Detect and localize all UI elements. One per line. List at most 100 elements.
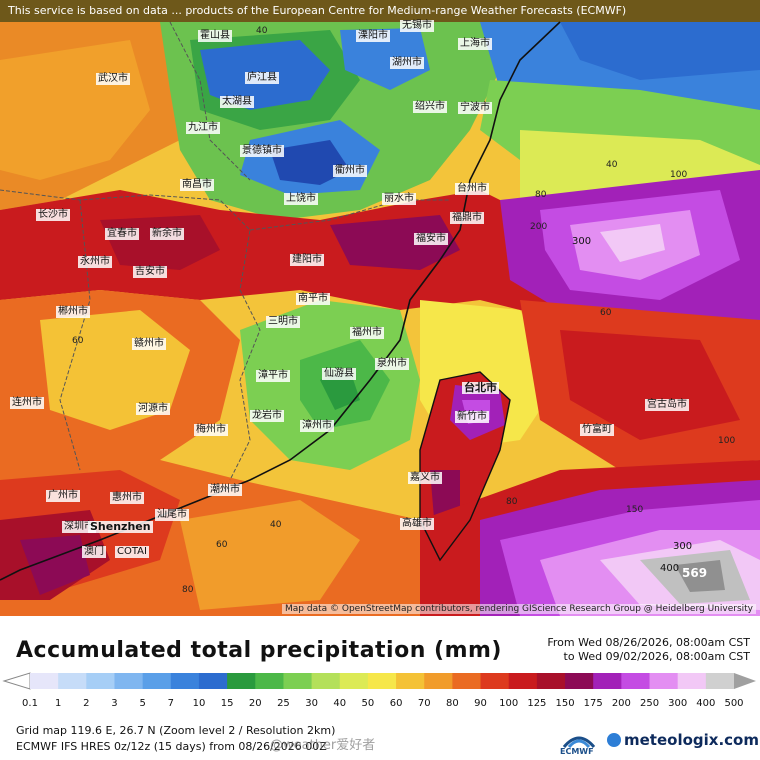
city-label: 漳平市 <box>256 370 290 382</box>
colorbar-segment <box>677 673 707 689</box>
colorbar-segment <box>30 673 59 689</box>
city-label: 泉州市 <box>375 358 409 370</box>
colorbar-tick-label: 200 <box>611 698 631 709</box>
city-label: 福鼎市 <box>450 212 484 224</box>
colorbar-tick-label: 30 <box>305 698 318 709</box>
contour-label: 100 <box>670 170 688 180</box>
colorbar-tick-label: 80 <box>446 698 459 709</box>
meteologix-logo[interactable]: meteologix.com <box>607 731 759 749</box>
colorbar-tick-label: 300 <box>668 698 688 709</box>
city-label: 无锡市 <box>400 20 434 32</box>
city-label: 新余市 <box>150 228 184 240</box>
city-label: 丽水市 <box>382 193 416 205</box>
city-label: COTAI <box>115 546 149 558</box>
colorbar-segment <box>621 673 651 689</box>
contour-label: 40 <box>256 26 268 36</box>
colorbar-tick-label: 20 <box>248 698 262 709</box>
city-label: 台北市 <box>462 381 499 394</box>
city-label: 深圳市 <box>62 521 96 533</box>
city-label: 绍兴市 <box>413 101 447 113</box>
city-label: 河源市 <box>136 403 170 415</box>
colorbar-segment <box>536 673 566 689</box>
colorbar-tick-label: 90 <box>474 698 487 709</box>
colorbar-segment <box>142 673 172 689</box>
colorbar-segment <box>311 673 341 689</box>
colorbar-tick-label: 500 <box>724 698 744 709</box>
colorbar-tick-label: 0.1 <box>22 698 38 709</box>
colorbar-tick-label: 10 <box>192 698 206 709</box>
model-info: ECMWF IFS HRES 0z/12z (15 days) from 08/… <box>16 740 327 753</box>
contour-label: 80 <box>506 497 518 507</box>
colorbar-segment <box>58 673 87 689</box>
city-label: 武汉市 <box>96 73 130 85</box>
map-attribution: Map data © OpenStreetMap contributors, r… <box>282 604 756 614</box>
colorbar-segment <box>565 673 594 689</box>
city-label: 景德镇市 <box>240 145 284 157</box>
city-label: 惠州市 <box>110 492 144 504</box>
colorbar-segment <box>705 673 735 689</box>
colorbar-tick-label: 175 <box>583 698 603 709</box>
contour-label: 300 <box>673 541 693 552</box>
ecmwf-data-banner: This service is based on data ... produc… <box>0 0 760 22</box>
contour-label: 300 <box>572 236 592 247</box>
city-label: 长沙市 <box>36 209 70 221</box>
colorbar-segment <box>367 673 397 689</box>
colorbar-tick-label: 5 <box>139 698 146 709</box>
city-label: 澳门 <box>82 546 106 558</box>
city-label: Shenzhen <box>88 520 153 533</box>
ecmwf-logo-icon <box>562 736 596 749</box>
colorbar-tick-label: 3 <box>111 698 118 709</box>
city-label: 吉安市 <box>133 266 167 278</box>
period-to: to Wed 09/02/2026, 08:00am CST <box>563 650 750 663</box>
colorbar-segment <box>339 673 369 689</box>
contour-label: 100 <box>718 436 736 446</box>
city-label: 宜春市 <box>105 228 139 240</box>
city-label: 郴州市 <box>56 306 90 318</box>
city-label: 宫古岛市 <box>645 399 689 411</box>
city-label: 九江市 <box>186 122 220 134</box>
city-label: 南昌市 <box>180 179 214 191</box>
contour-label: 40 <box>606 160 618 170</box>
city-label: 龙岩市 <box>250 410 284 422</box>
colorbar-tick-label: 100 <box>499 698 519 709</box>
watermark: @weather爱好者 <box>270 738 376 753</box>
colorbar-segment <box>649 673 679 689</box>
city-label: 衢州市 <box>333 165 367 177</box>
city-label: 永州市 <box>78 256 112 268</box>
city-label: 广州市 <box>46 490 80 502</box>
colorbar-tick-label: 60 <box>389 698 403 709</box>
colorbar-tick-label: 70 <box>417 698 431 709</box>
colorbar-tick-label: 400 <box>696 698 716 709</box>
contour-label: 150 <box>626 505 644 515</box>
colorbar-tick-label: 15 <box>220 698 234 709</box>
city-label: 南平市 <box>296 293 330 305</box>
ecmwf-logo-text: ECMWF <box>560 747 594 756</box>
colorbar-segment <box>283 673 313 689</box>
contour-label: 60 <box>72 336 84 346</box>
city-label: 宁波市 <box>458 102 492 114</box>
contour-label: 400 <box>660 563 680 574</box>
city-label: 梅州市 <box>194 424 228 436</box>
contour-label: 200 <box>530 222 548 232</box>
city-label: 潮州市 <box>208 484 242 496</box>
colorbar-tick-label: 40 <box>333 698 347 709</box>
city-label: 嘉义市 <box>408 472 442 484</box>
meteologix-logo-text: meteologix.com <box>624 731 759 749</box>
colorbar-segment <box>508 673 538 689</box>
city-label: 湖州市 <box>390 57 424 69</box>
chart-title: Accumulated total precipitation (mm) <box>16 638 502 663</box>
city-label: 台州市 <box>455 183 489 195</box>
max-value-label: 569 <box>682 566 708 580</box>
contour-label: 40 <box>270 520 282 530</box>
colorbar-tick-label: 1 <box>54 698 62 709</box>
city-label: 霍山县 <box>198 30 232 42</box>
colorbar-tick-label: 7 <box>167 698 174 709</box>
colorbar-tick-label: 150 <box>555 698 575 709</box>
colorbar-segment <box>593 673 622 689</box>
precipitation-map[interactable]: This service is based on data ... produc… <box>0 0 760 616</box>
city-label: 连州市 <box>10 397 44 409</box>
city-label: 上饶市 <box>284 193 318 205</box>
city-label: 溧阳市 <box>356 30 390 42</box>
colorbar-segment <box>452 673 482 689</box>
colorbar-tick-label: 50 <box>361 698 375 709</box>
